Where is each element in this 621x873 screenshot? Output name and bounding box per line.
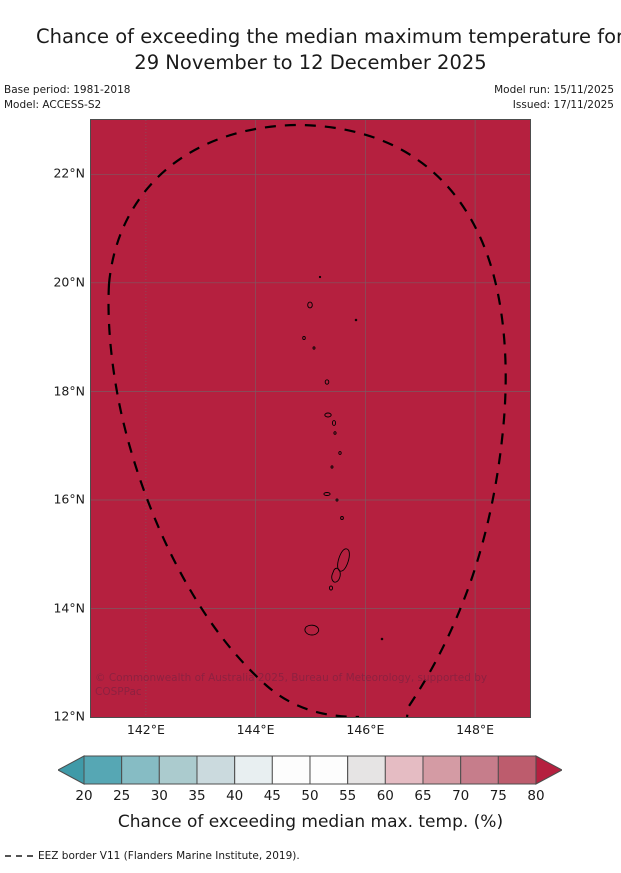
y-tick-18n: 18°N	[53, 383, 85, 398]
model-text: Model: ACCESS-S2	[4, 99, 102, 111]
y-tick-20n: 20°N	[53, 274, 85, 290]
colorbar-tick-50: 50	[301, 788, 319, 804]
eez-border	[107, 123, 507, 717]
chart-title: Chance of exceeding the median maximum t…	[0, 24, 621, 76]
y-tick-16n: 16°N	[53, 491, 85, 507]
colorbar-tick-80: 80	[527, 788, 545, 804]
colorbar-tick-30: 30	[150, 788, 168, 804]
colorbar-tick-75: 75	[489, 788, 507, 804]
colorbar-tick-45: 45	[263, 788, 281, 804]
title-line-1: Chance of exceeding the median maximum t…	[36, 25, 621, 48]
colorbar-tick-35: 35	[188, 788, 206, 804]
y-tick-14n: 14°N	[53, 600, 85, 616]
y-tick-12n: 12°N	[53, 708, 85, 724]
model-run-text: Model run: 15/11/2025	[494, 84, 614, 96]
map-plot-area: © Commonwealth of Australia 2025, Bureau…	[90, 119, 531, 718]
colorbar-label: Chance of exceeding median max. temp. (%…	[117, 812, 504, 832]
colorbar-tick-70: 70	[452, 788, 470, 804]
colorbar-tick-65: 65	[414, 788, 432, 804]
x-tick-142e: 142°E	[126, 722, 165, 737]
title-line-2: 29 November to 12 December 2025	[134, 51, 487, 74]
colorbar-tick-20: 20	[75, 788, 93, 804]
colorbar-tick-40: 40	[226, 788, 244, 804]
x-tick-148e: 148°E	[456, 722, 495, 737]
colorbar-graphic	[58, 755, 562, 785]
colorbar	[58, 754, 562, 786]
colorbar-tick-25: 25	[113, 788, 131, 804]
issued-date-text: Issued: 17/11/2025	[512, 99, 614, 111]
eez-footer-text: EEZ border V11 (Flanders Marine Institut…	[38, 850, 300, 862]
colorbar-tick-55: 55	[339, 788, 357, 804]
footer-note: EEZ border V11 (Flanders Marine Institut…	[4, 850, 300, 862]
x-tick-146e: 146°E	[346, 722, 385, 737]
y-tick-22n: 22°N	[53, 165, 85, 181]
eez-dash-sample-icon	[4, 851, 34, 861]
map-graphic	[91, 120, 530, 717]
coastlines	[302, 275, 384, 641]
colorbar-tick-60: 60	[376, 788, 394, 804]
map-gridlines	[91, 120, 530, 717]
x-tick-144e: 144°E	[236, 722, 275, 737]
base-period-text: Base period: 1981-2018	[4, 84, 131, 96]
